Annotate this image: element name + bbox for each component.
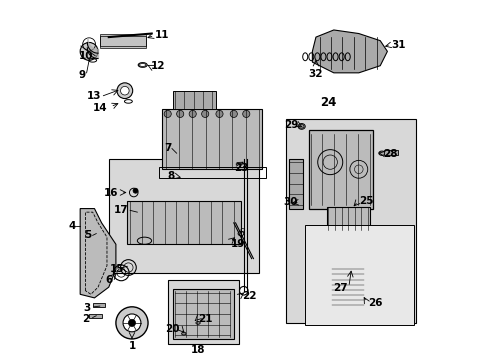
Text: 20: 20 bbox=[164, 324, 179, 334]
Text: 1: 1 bbox=[128, 342, 135, 351]
Bar bbox=[173, 289, 233, 339]
Text: 5: 5 bbox=[84, 230, 91, 240]
Ellipse shape bbox=[181, 332, 185, 335]
Bar bbox=[100, 36, 146, 46]
Bar bbox=[108, 158, 258, 273]
Text: 16: 16 bbox=[104, 188, 119, 198]
Bar bbox=[93, 303, 105, 307]
Text: 32: 32 bbox=[307, 68, 322, 78]
Text: 3: 3 bbox=[83, 302, 90, 312]
Text: 24: 24 bbox=[320, 95, 336, 109]
Bar bbox=[305, 225, 413, 325]
Polygon shape bbox=[312, 30, 386, 73]
Circle shape bbox=[116, 307, 148, 339]
Text: 8: 8 bbox=[167, 171, 175, 181]
Bar bbox=[308, 130, 372, 208]
Bar bbox=[100, 33, 146, 48]
Ellipse shape bbox=[196, 321, 200, 324]
Circle shape bbox=[189, 111, 196, 117]
Circle shape bbox=[128, 319, 135, 327]
Text: 15: 15 bbox=[109, 264, 124, 274]
Circle shape bbox=[230, 111, 237, 117]
Ellipse shape bbox=[378, 151, 385, 156]
Bar bbox=[167, 280, 239, 344]
Text: 18: 18 bbox=[190, 345, 205, 355]
Circle shape bbox=[80, 42, 98, 60]
Text: 21: 21 bbox=[198, 314, 212, 324]
Text: 2: 2 bbox=[81, 314, 89, 324]
Text: 11: 11 bbox=[155, 30, 169, 40]
Text: 30: 30 bbox=[283, 197, 298, 207]
Text: 27: 27 bbox=[333, 283, 347, 293]
Text: 9: 9 bbox=[78, 70, 85, 80]
Circle shape bbox=[328, 267, 367, 307]
Circle shape bbox=[117, 83, 132, 99]
Text: 13: 13 bbox=[86, 91, 101, 101]
Circle shape bbox=[164, 111, 171, 117]
Circle shape bbox=[133, 188, 138, 193]
Polygon shape bbox=[80, 208, 116, 298]
Bar bbox=[383, 150, 397, 155]
Bar bbox=[159, 167, 265, 178]
Text: 6: 6 bbox=[105, 275, 112, 285]
Bar bbox=[285, 119, 415, 323]
Bar bbox=[288, 158, 303, 208]
Text: 14: 14 bbox=[92, 103, 107, 113]
Text: 29: 29 bbox=[284, 120, 298, 130]
Text: 4: 4 bbox=[68, 221, 76, 231]
Bar bbox=[326, 207, 369, 230]
Text: 25: 25 bbox=[358, 197, 372, 206]
Circle shape bbox=[216, 111, 223, 117]
Bar bbox=[89, 314, 102, 318]
Bar bbox=[162, 109, 262, 169]
Text: 10: 10 bbox=[79, 51, 94, 61]
Ellipse shape bbox=[298, 123, 305, 129]
Text: 7: 7 bbox=[163, 143, 171, 153]
Text: 26: 26 bbox=[367, 298, 382, 308]
Circle shape bbox=[242, 111, 249, 117]
Text: 23: 23 bbox=[234, 163, 248, 173]
Text: 19: 19 bbox=[230, 239, 245, 249]
Circle shape bbox=[201, 111, 208, 117]
Text: 22: 22 bbox=[241, 291, 256, 301]
Bar bbox=[126, 202, 241, 244]
Circle shape bbox=[123, 314, 141, 332]
Circle shape bbox=[176, 111, 183, 117]
Text: 31: 31 bbox=[391, 40, 406, 50]
Circle shape bbox=[121, 86, 129, 95]
Text: 28: 28 bbox=[382, 149, 397, 159]
Text: 17: 17 bbox=[114, 205, 128, 215]
Bar bbox=[173, 91, 216, 109]
Text: 12: 12 bbox=[151, 62, 165, 71]
